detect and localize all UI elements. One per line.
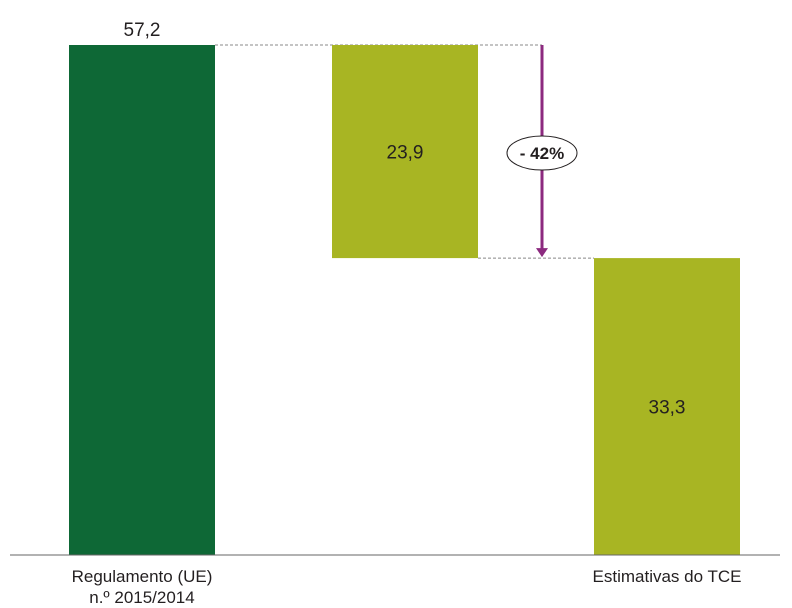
bar-value-label-3: 33,3 [649,398,686,419]
bar-value-label-1: 57,2 [124,20,161,41]
bars-group [69,45,740,555]
bar-2 [332,45,478,259]
decrease-arrow-head-icon [536,248,548,258]
connector-lines [215,44,594,259]
percent-change-oval [506,135,578,171]
bar-value-label-2: 23,9 [387,143,424,164]
category-label-1-line-1: Regulamento (UE) [72,567,213,586]
bar-3 [594,258,740,555]
bar-1 [69,45,215,555]
labels-group: 57,2 Regulamento (UE) n.º 2015/2014 23,9 33,… [72,20,742,607]
category-label-3-line-1: Estimativas do TCE [593,567,742,586]
percent-change-label: - 42% [520,144,564,163]
change-annotation: - 42% [506,45,578,258]
category-label-1-line-2: n.º 2015/2014 [89,588,194,607]
